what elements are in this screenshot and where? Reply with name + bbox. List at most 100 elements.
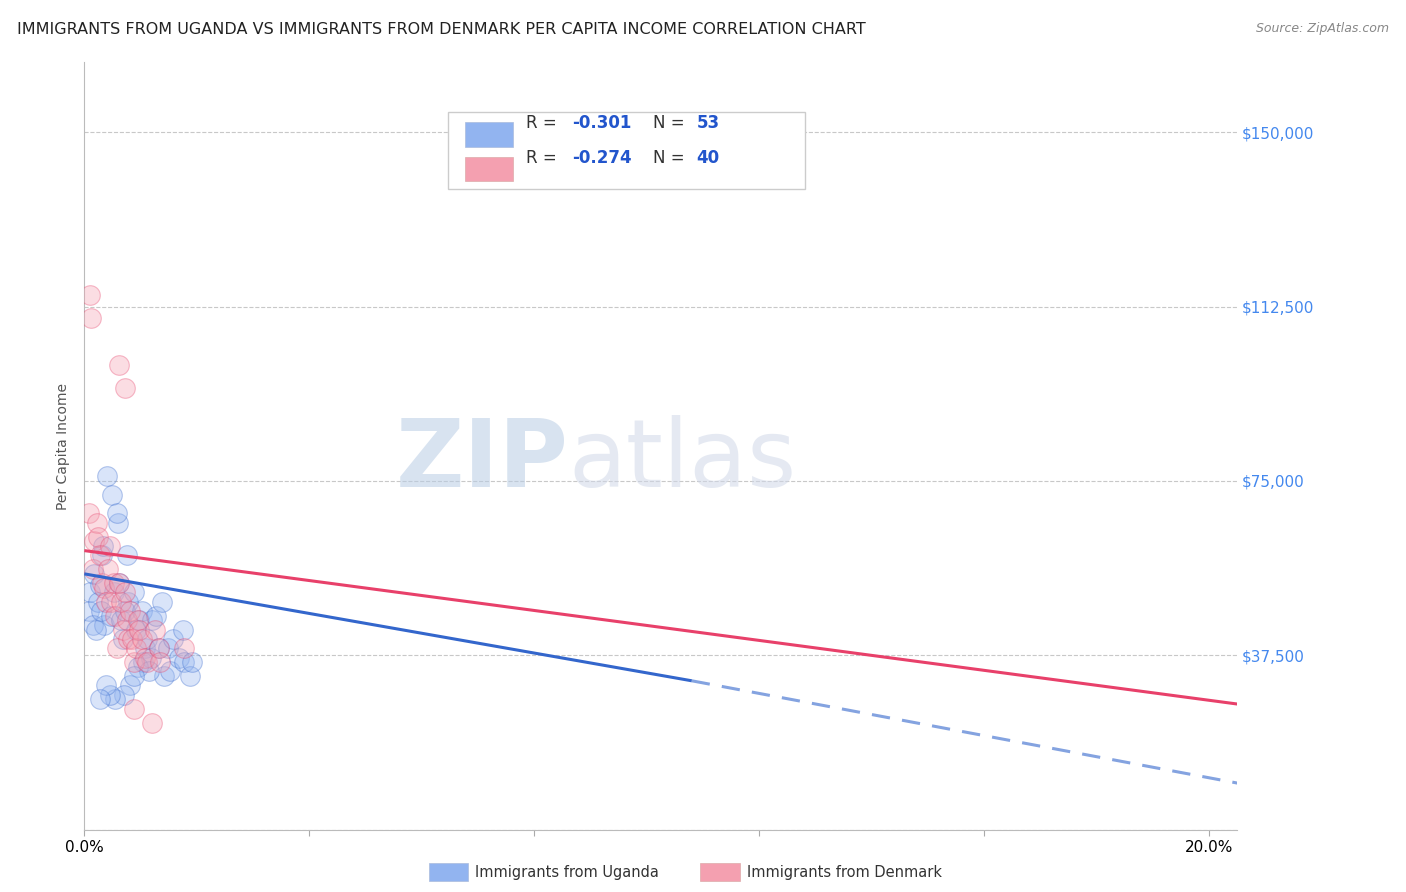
Point — [120, 604, 142, 618]
Point — [114, 585, 136, 599]
Point — [162, 632, 184, 646]
Point — [90, 604, 112, 618]
Point — [86, 516, 108, 530]
Point — [159, 665, 181, 679]
Point — [94, 678, 117, 692]
Text: N =: N = — [652, 114, 689, 132]
Y-axis label: Per Capita Income: Per Capita Income — [56, 383, 70, 509]
Point — [117, 595, 139, 609]
Point — [145, 608, 167, 623]
Point — [127, 613, 149, 627]
Point — [82, 562, 104, 576]
Point — [97, 562, 120, 576]
Point — [141, 715, 163, 730]
Point — [132, 655, 155, 669]
Point — [131, 632, 153, 646]
Point — [131, 604, 153, 618]
Point — [107, 516, 129, 530]
Point — [115, 548, 138, 562]
Point — [150, 595, 173, 609]
Text: R =: R = — [526, 149, 562, 168]
Point — [108, 576, 131, 591]
Point — [96, 469, 118, 483]
Point — [87, 595, 110, 609]
Point — [122, 585, 145, 599]
Point — [105, 641, 128, 656]
Point — [139, 650, 162, 665]
Point — [111, 632, 134, 646]
Point — [141, 613, 163, 627]
Text: R =: R = — [526, 114, 562, 132]
Point — [103, 576, 125, 591]
Text: -0.274: -0.274 — [572, 149, 631, 168]
Point — [87, 530, 110, 544]
Point — [89, 548, 111, 562]
Point — [91, 576, 114, 591]
Point — [181, 655, 204, 669]
Point — [172, 623, 194, 637]
Point — [120, 678, 142, 692]
Text: Source: ZipAtlas.com: Source: ZipAtlas.com — [1256, 22, 1389, 36]
Point — [128, 623, 150, 637]
Point — [93, 618, 115, 632]
Point — [148, 641, 170, 656]
Point — [138, 665, 160, 679]
Point — [134, 641, 156, 656]
Point — [173, 641, 195, 656]
Text: atlas: atlas — [568, 416, 797, 508]
Point — [136, 655, 159, 669]
Text: Immigrants from Denmark: Immigrants from Denmark — [747, 865, 942, 880]
Point — [114, 381, 136, 395]
Point — [134, 650, 156, 665]
Text: Immigrants from Uganda: Immigrants from Uganda — [475, 865, 659, 880]
Point — [79, 288, 101, 302]
Point — [122, 701, 145, 715]
Point — [104, 692, 127, 706]
FancyBboxPatch shape — [465, 157, 513, 181]
Point — [83, 534, 105, 549]
Point — [91, 539, 114, 553]
Point — [104, 608, 127, 623]
Point — [93, 581, 115, 595]
Point — [77, 507, 100, 521]
Point — [101, 488, 124, 502]
Point — [100, 608, 122, 623]
Point — [83, 566, 105, 581]
FancyBboxPatch shape — [465, 122, 513, 147]
Point — [122, 655, 145, 669]
Point — [156, 641, 179, 656]
Point — [117, 632, 139, 646]
FancyBboxPatch shape — [447, 112, 806, 189]
Point — [98, 539, 121, 553]
Point — [173, 655, 195, 669]
Point — [167, 650, 190, 665]
Point — [84, 623, 107, 637]
Point — [91, 548, 114, 562]
Point — [82, 618, 104, 632]
Text: IMMIGRANTS FROM UGANDA VS IMMIGRANTS FROM DENMARK PER CAPITA INCOME CORRELATION : IMMIGRANTS FROM UGANDA VS IMMIGRANTS FRO… — [17, 22, 866, 37]
Point — [143, 623, 166, 637]
Point — [111, 623, 134, 637]
Point — [122, 669, 145, 683]
Point — [153, 669, 176, 683]
Point — [108, 358, 131, 372]
Point — [136, 632, 159, 646]
Point — [108, 576, 131, 591]
Point — [128, 613, 150, 627]
Point — [100, 595, 122, 609]
Point — [114, 604, 136, 618]
Text: -0.301: -0.301 — [572, 114, 631, 132]
Point — [79, 585, 101, 599]
Point — [89, 692, 111, 706]
Point — [110, 613, 132, 627]
Point — [125, 623, 148, 637]
Point — [115, 613, 138, 627]
Point — [121, 632, 143, 646]
Point — [110, 595, 132, 609]
Point — [148, 641, 170, 656]
Point — [125, 641, 148, 656]
Point — [112, 688, 135, 702]
Point — [94, 595, 117, 609]
Text: N =: N = — [652, 149, 689, 168]
Text: ZIP: ZIP — [395, 416, 568, 508]
